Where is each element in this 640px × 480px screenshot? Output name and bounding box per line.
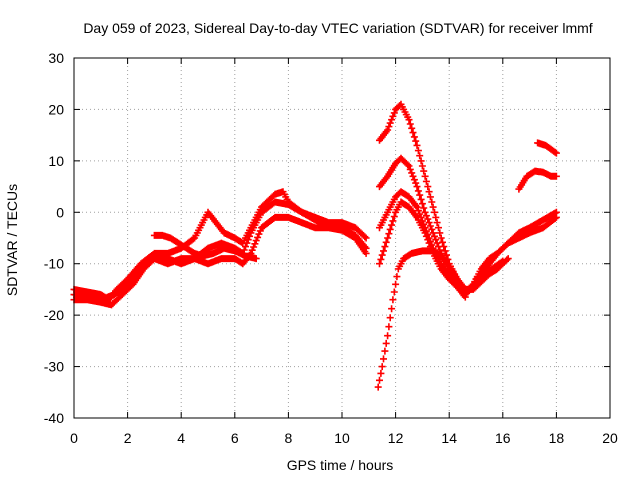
- plus-markers: [515, 167, 560, 193]
- y-tick-label: -30: [44, 359, 64, 375]
- y-tick-label: -10: [44, 256, 64, 272]
- x-tick-label: 4: [177, 430, 185, 446]
- y-axis-label: SDTVAR / TECUs: [4, 184, 20, 296]
- x-tick-label: 20: [602, 430, 618, 446]
- series-track-10: [515, 167, 560, 193]
- chart-title: Day 059 of 2023, Sidereal Day-to-day VTE…: [83, 20, 592, 36]
- plus-markers: [534, 139, 560, 157]
- plus-markers: [376, 198, 469, 301]
- y-tick-label: 10: [48, 153, 64, 169]
- x-axis-label: GPS time / hours: [287, 457, 394, 473]
- x-tick-label: 10: [334, 430, 350, 446]
- grid: [74, 58, 610, 418]
- y-tick-label: 0: [56, 204, 64, 220]
- plot-frame: [73, 57, 611, 419]
- x-tick-label: 14: [441, 430, 457, 446]
- data-points: [70, 100, 560, 391]
- series-track-4: [150, 231, 260, 263]
- x-tick-label: 0: [70, 430, 78, 446]
- x-tick-label: 8: [285, 430, 293, 446]
- x-tick-label: 2: [124, 430, 132, 446]
- series-track-9: [374, 247, 467, 391]
- series-track-11: [534, 139, 560, 157]
- plus-markers: [150, 231, 260, 263]
- y-tick-label: -40: [44, 410, 64, 426]
- y-tick-label: 30: [48, 50, 64, 66]
- x-tick-label: 18: [549, 430, 565, 446]
- x-tick-labels: 0 2 4 6 8 10 12 14 16 18 20: [70, 430, 618, 446]
- y-tick-labels: -40 -30 -20 -10 0 10 20 30: [44, 50, 64, 426]
- x-tick-label: 12: [388, 430, 404, 446]
- plus-markers: [374, 247, 467, 391]
- series-track-8: [376, 198, 469, 301]
- y-tick-label: 20: [48, 101, 64, 117]
- x-tick-label: 6: [231, 430, 239, 446]
- x-tick-label: 16: [495, 430, 511, 446]
- y-tick-label: -20: [44, 307, 64, 323]
- plus-markers: [472, 257, 507, 283]
- series-track-12: [472, 257, 507, 283]
